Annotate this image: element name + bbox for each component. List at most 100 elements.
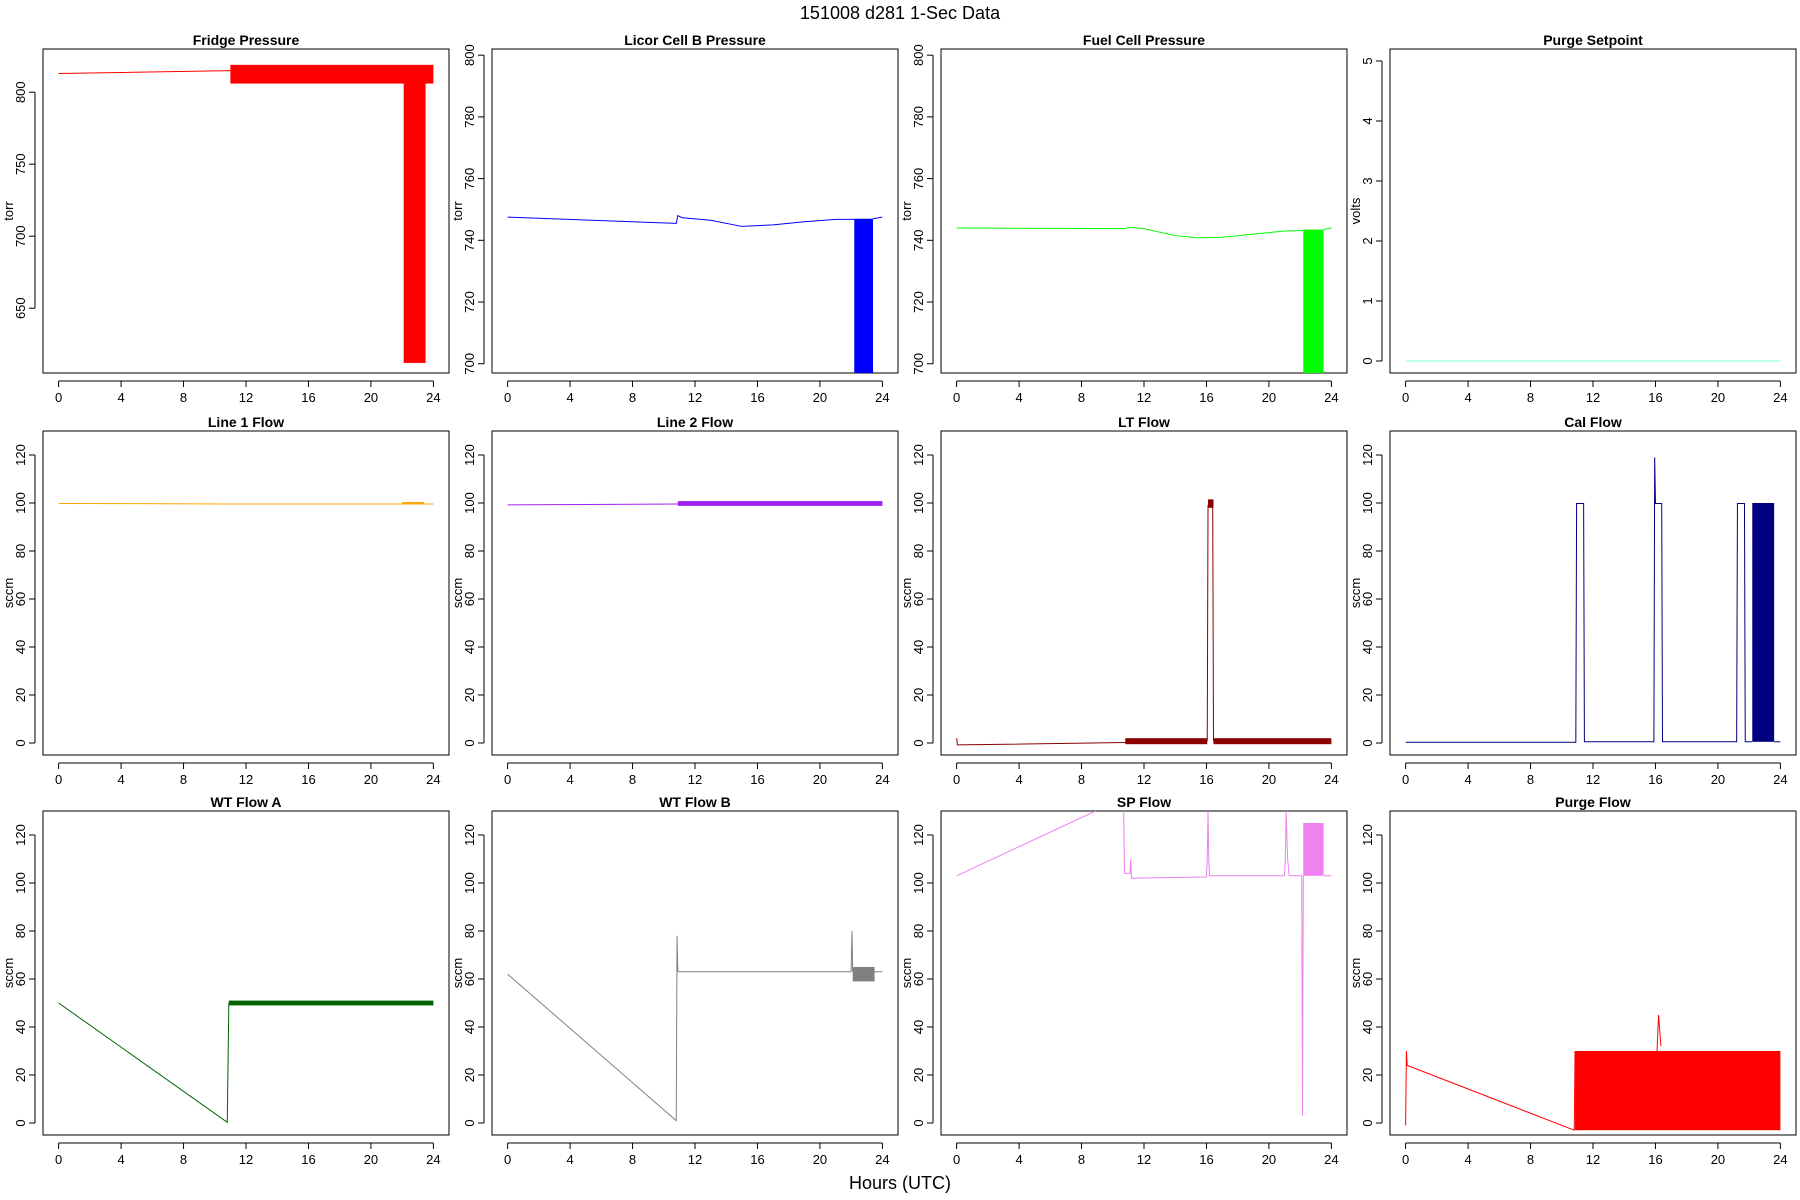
y-tick-label: 700 xyxy=(462,353,477,375)
data-band xyxy=(402,502,425,505)
data-band xyxy=(230,64,434,84)
y-tick-label: 0 xyxy=(13,1119,28,1126)
data-line xyxy=(872,216,883,220)
y-tick-label: 740 xyxy=(911,229,926,251)
x-tick-label: 24 xyxy=(875,772,889,787)
x-tick-label: 0 xyxy=(55,772,62,787)
data-area xyxy=(1405,1014,1781,1131)
data-band xyxy=(403,70,426,363)
y-tick-label: 60 xyxy=(462,592,477,606)
panel-3: Fuel Cell Pressure torr 0 4 8 12 16 20 24 700 720 7… xyxy=(899,32,1348,405)
plot-frame xyxy=(491,810,899,1136)
x-tick-label: 12 xyxy=(1586,390,1600,405)
panel-6: Line 2 Flow sccm 0 4 8 12 16 20 24 0 20 40 60 80 100 12… xyxy=(450,414,899,787)
x-tick-label: 4 xyxy=(1464,772,1471,787)
y-tick-label: 20 xyxy=(911,1068,926,1082)
data-line xyxy=(1405,457,1753,743)
y-tick-label: 740 xyxy=(462,229,477,251)
data-band xyxy=(1208,499,1214,508)
data-band xyxy=(854,218,874,373)
y-tick-label: 120 xyxy=(13,444,28,466)
data-band xyxy=(1303,823,1324,876)
x-tick-label: 16 xyxy=(1199,772,1213,787)
x-tick-label: 4 xyxy=(1015,772,1022,787)
y-tick-label: 700 xyxy=(13,225,28,247)
y-tick-label: 0 xyxy=(462,1119,477,1126)
x-tick-label: 12 xyxy=(688,390,702,405)
y-tick-label: 0 xyxy=(1360,1119,1375,1126)
x-tick-label: 12 xyxy=(1586,1152,1600,1167)
plot-frame xyxy=(42,430,450,756)
plot-frame xyxy=(42,48,450,374)
y-tick-label: 20 xyxy=(462,688,477,702)
x-tick-label: 20 xyxy=(1711,772,1725,787)
y-tick-label: 80 xyxy=(911,544,926,558)
y-tick-label: 0 xyxy=(911,739,926,746)
y-tick-label: 120 xyxy=(1360,824,1375,846)
x-tick-label: 12 xyxy=(239,390,253,405)
x-axis-label: Hours (UTC) xyxy=(849,1173,951,1193)
x-tick-label: 12 xyxy=(1137,1152,1151,1167)
y-tick-label: 5 xyxy=(1360,57,1375,64)
y-tick-label: 20 xyxy=(911,688,926,702)
panel-title: Licor Cell B Pressure xyxy=(624,32,766,48)
data-line xyxy=(956,811,1096,877)
x-tick-label: 16 xyxy=(1648,390,1662,405)
y-tick-label: 40 xyxy=(1360,640,1375,654)
x-tick-label: 8 xyxy=(1078,390,1085,405)
y-tick-label: 40 xyxy=(13,1020,28,1034)
y-axis-label: sccm xyxy=(450,578,465,608)
data-line xyxy=(507,930,854,1122)
y-tick-label: 80 xyxy=(13,544,28,558)
data-area xyxy=(956,226,1332,373)
panel-10: WT Flow B sccm 0 4 8 12 16 20 24 0 20 40 60 80 100 120 xyxy=(450,794,899,1167)
x-tick-label: 12 xyxy=(1137,390,1151,405)
data-band xyxy=(1303,229,1324,373)
data-line xyxy=(507,503,680,506)
x-tick-label: 24 xyxy=(1324,1152,1338,1167)
panel-12: Purge Flow sccm 0 4 8 12 16 20 24 0 20 40 60 80 100 120 xyxy=(1348,794,1797,1167)
y-axis-label: torr xyxy=(450,201,465,221)
x-tick-label: 24 xyxy=(875,1152,889,1167)
y-tick-label: 0 xyxy=(1360,357,1375,364)
y-tick-label: 80 xyxy=(1360,924,1375,938)
y-tick-label: 780 xyxy=(911,106,926,128)
x-tick-label: 8 xyxy=(1527,390,1534,405)
data-line xyxy=(1656,1014,1662,1052)
x-tick-label: 4 xyxy=(117,1152,124,1167)
plot-frame xyxy=(42,810,450,1136)
panel-title: Line 1 Flow xyxy=(208,414,284,430)
y-tick-label: 0 xyxy=(911,1119,926,1126)
y-tick-label: 20 xyxy=(13,688,28,702)
figure-title: 151008 d281 1-Sec Data xyxy=(800,3,1001,23)
x-tick-label: 8 xyxy=(180,390,187,405)
data-area xyxy=(956,499,1332,746)
x-tick-label: 4 xyxy=(1464,1152,1471,1167)
panel-title: Line 2 Flow xyxy=(657,414,733,430)
y-axis-label: sccm xyxy=(899,958,914,988)
y-tick-label: 60 xyxy=(911,592,926,606)
x-tick-label: 0 xyxy=(504,772,511,787)
y-axis-label: sccm xyxy=(1,578,16,608)
y-tick-label: 60 xyxy=(13,592,28,606)
x-tick-label: 24 xyxy=(1324,390,1338,405)
y-tick-label: 720 xyxy=(462,291,477,313)
y-tick-label: 80 xyxy=(911,924,926,938)
x-tick-label: 24 xyxy=(1773,390,1787,405)
y-tick-label: 0 xyxy=(13,739,28,746)
plot-frame xyxy=(940,430,1348,756)
data-band xyxy=(1125,738,1208,745)
x-tick-label: 12 xyxy=(239,772,253,787)
y-tick-label: 60 xyxy=(1360,592,1375,606)
plot-frame xyxy=(1389,48,1797,374)
y-tick-label: 100 xyxy=(13,872,28,894)
plot-frame xyxy=(940,48,1348,374)
y-tick-label: 120 xyxy=(13,824,28,846)
x-tick-label: 20 xyxy=(813,772,827,787)
x-tick-label: 4 xyxy=(1464,390,1471,405)
y-tick-label: 120 xyxy=(911,444,926,466)
data-band xyxy=(228,1000,434,1006)
